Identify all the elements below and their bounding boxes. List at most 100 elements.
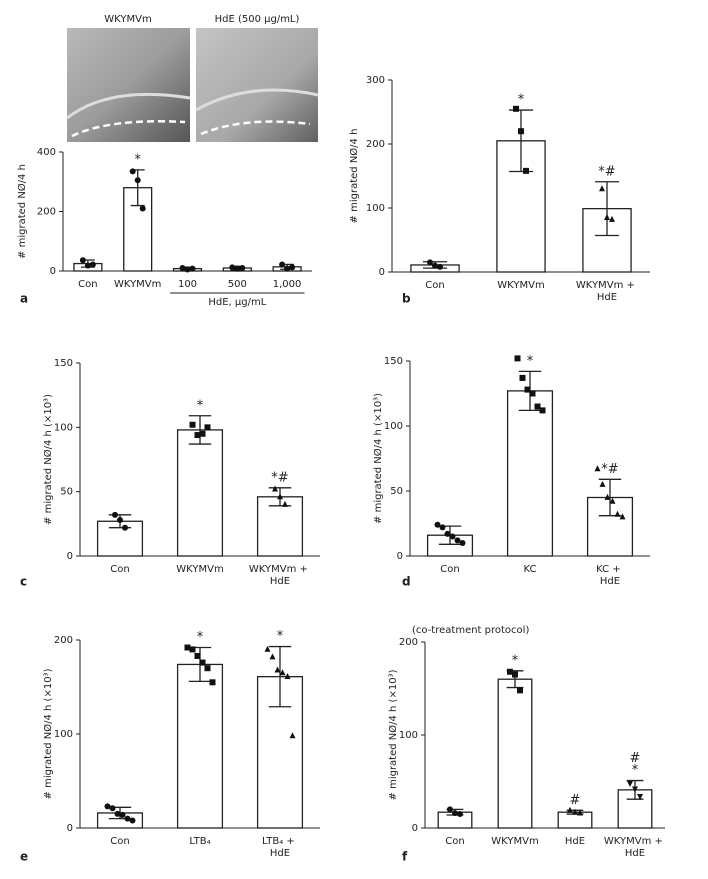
- y-tick-label: 0: [50, 266, 56, 277]
- label-line: HdE: [597, 292, 617, 303]
- data-point: [277, 493, 283, 500]
- data-point: [599, 480, 606, 487]
- data-point: [122, 524, 128, 531]
- x-tick-label: LTB₄: [189, 836, 210, 847]
- data-point: [239, 265, 246, 272]
- bar: [176, 429, 224, 557]
- data-point: [89, 261, 96, 268]
- data-point: [432, 262, 438, 269]
- data-point: [279, 669, 286, 676]
- x-tick-label: 100: [178, 279, 197, 290]
- significance-mark: *: [277, 629, 284, 644]
- significance-mark: *: [197, 398, 204, 413]
- data-point: [104, 803, 111, 810]
- significance-mark: #: [570, 793, 581, 808]
- y-tick-label: 400: [37, 147, 56, 158]
- data-point: [189, 265, 196, 272]
- data-point: [189, 421, 196, 428]
- membrane-edge: [195, 88, 319, 112]
- data-point: [627, 780, 633, 787]
- y-tick-label: 0: [379, 267, 385, 278]
- data-point: [444, 530, 451, 537]
- data-point: [204, 665, 211, 672]
- y-tick-label: 200: [54, 635, 73, 646]
- x-tick-label: WKYMVm: [176, 564, 223, 575]
- dashed-line: [71, 120, 186, 138]
- panel-label: c: [20, 575, 27, 589]
- data-point: [229, 264, 236, 271]
- data-point: [439, 524, 446, 531]
- data-point: [129, 817, 136, 824]
- data-point: [609, 497, 616, 504]
- data-point: [282, 500, 288, 507]
- y-tick-label: 100: [399, 730, 418, 741]
- y-axis-label: # migrated NØ/4 h (×10³): [372, 393, 384, 524]
- x-tick-label: KC + HdE: [596, 564, 624, 587]
- label-line: HdE: [270, 848, 290, 859]
- data-point: [632, 786, 638, 793]
- y-tick-label: 300: [366, 75, 385, 86]
- x-tick-label: WKYMVm + HdE: [576, 280, 638, 303]
- dashed-line: [200, 120, 311, 136]
- data-point: [199, 430, 206, 437]
- y-axis-label: # migrated NØ/4 h: [16, 164, 28, 259]
- group-label: HdE, µg/mL: [208, 297, 266, 308]
- x-tick-label: WKYMVm + HdE: [604, 836, 666, 859]
- label-line: HdE: [625, 848, 645, 859]
- data-point: [519, 374, 526, 381]
- data-point: [614, 510, 621, 517]
- data-point: [447, 806, 453, 813]
- y-axis-label: # migrated NØ/4 h (×10³): [42, 394, 54, 525]
- data-point: [517, 687, 523, 694]
- data-point: [452, 810, 458, 817]
- data-point: [284, 265, 291, 272]
- significance-mark: *#: [598, 164, 615, 179]
- x-tick-label: HdE: [565, 836, 585, 847]
- data-point: [79, 257, 86, 264]
- x-tick-label: WKYMVm: [491, 836, 538, 847]
- significance-mark: *: [134, 152, 141, 167]
- significance-mark: *: [518, 93, 525, 108]
- micrograph: [196, 28, 318, 142]
- membrane-edge: [66, 92, 191, 120]
- x-tick-label: 500: [228, 279, 247, 290]
- data-point: [514, 355, 521, 362]
- error-bar: [594, 181, 620, 237]
- x-tick-label: WKYMVm: [497, 280, 544, 291]
- panel-label: a: [20, 292, 28, 306]
- x-tick-label: 1,000: [273, 279, 302, 290]
- data-point: [209, 679, 216, 686]
- y-tick-label: 100: [366, 203, 385, 214]
- panel-label: b: [402, 292, 411, 306]
- data-point: [518, 128, 524, 135]
- significance-mark: *#: [271, 470, 288, 485]
- bar: [176, 663, 224, 829]
- label-line: LTB₄ +: [262, 836, 298, 847]
- y-tick-label: 150: [384, 356, 403, 367]
- data-point: [189, 646, 196, 653]
- y-tick-label: 100: [384, 421, 403, 432]
- x-tick-label: Con: [440, 564, 459, 575]
- data-point: [194, 432, 201, 439]
- data-point: [594, 465, 601, 472]
- data-point: [449, 533, 456, 540]
- bar: [506, 390, 554, 557]
- data-point: [434, 521, 441, 528]
- significance-mark: #: [630, 751, 641, 766]
- data-point: [524, 386, 531, 393]
- y-tick-label: 0: [67, 823, 73, 834]
- bar: [582, 207, 632, 273]
- significance-mark: *#: [601, 462, 618, 477]
- x-tick-label: Con: [78, 279, 97, 290]
- label-line: WKYMVm +: [576, 280, 638, 291]
- data-point: [539, 407, 546, 414]
- y-tick-label: 200: [37, 207, 56, 218]
- x-tick-label: Con: [445, 836, 464, 847]
- data-point: [272, 485, 278, 492]
- panel-label: d: [402, 575, 411, 589]
- data-point: [134, 177, 141, 184]
- y-tick-label: 0: [67, 551, 73, 562]
- data-point: [124, 815, 131, 822]
- y-tick-label: 200: [399, 637, 418, 648]
- y-axis-label: # migrated NØ/4 h: [348, 129, 360, 224]
